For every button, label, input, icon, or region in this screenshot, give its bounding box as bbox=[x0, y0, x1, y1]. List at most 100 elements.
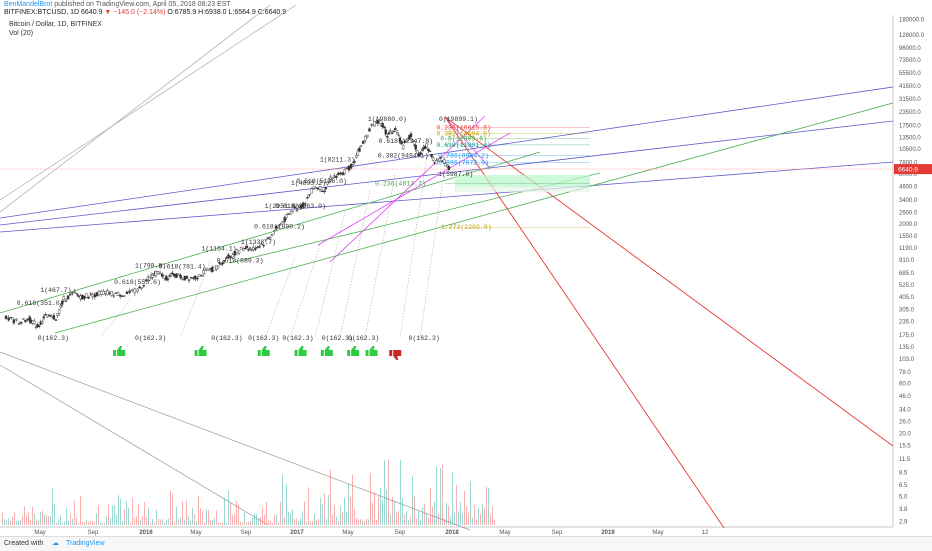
candle bbox=[330, 177, 334, 179]
fib-label: 0.382(9494.1) bbox=[378, 153, 429, 160]
candle bbox=[218, 262, 221, 264]
volume-bar bbox=[408, 520, 409, 525]
y-tick-label: 910.0 bbox=[899, 258, 915, 264]
y-tick-label: 525.0 bbox=[899, 283, 915, 289]
y-tick-label: 13500.0 bbox=[899, 135, 921, 141]
volume-bar bbox=[250, 521, 251, 525]
candle bbox=[329, 176, 332, 182]
volume-bar bbox=[146, 517, 147, 525]
candle bbox=[310, 188, 313, 194]
volume-bar bbox=[348, 483, 349, 525]
volume-bar bbox=[448, 505, 449, 525]
fib-label: 1(798.8) bbox=[135, 262, 166, 269]
volume-bar bbox=[68, 520, 69, 525]
candle bbox=[382, 126, 386, 128]
candle bbox=[252, 246, 255, 250]
volume-bar bbox=[336, 516, 337, 525]
gray-channel-line bbox=[0, 4, 297, 201]
green-trend-line bbox=[54, 102, 894, 334]
volume-bar bbox=[274, 513, 275, 525]
candle bbox=[71, 292, 74, 294]
volume-bar bbox=[96, 513, 97, 525]
candle bbox=[4, 315, 8, 319]
volume-bar bbox=[162, 519, 163, 525]
volume-bar bbox=[88, 522, 89, 525]
candle bbox=[442, 159, 446, 164]
created-with-text: Created with bbox=[4, 540, 44, 547]
tradingview-brand[interactable]: TradingView bbox=[66, 540, 105, 547]
y-tick-label: 26.0 bbox=[899, 420, 911, 426]
y-tick-label: 128000.0 bbox=[899, 33, 925, 39]
fib-label: 0.618(12347.8) bbox=[378, 138, 433, 145]
volume-bar bbox=[442, 464, 443, 525]
volume-bar bbox=[112, 505, 113, 525]
candle bbox=[125, 291, 129, 294]
volume-bar bbox=[314, 513, 315, 525]
volume-bar bbox=[328, 494, 329, 525]
candle bbox=[430, 153, 433, 157]
candle bbox=[213, 266, 216, 271]
volume-bar bbox=[354, 509, 355, 525]
candle bbox=[189, 277, 193, 279]
fib-label: 0.618(11301.4) bbox=[436, 142, 491, 149]
x-tick-label: Sep bbox=[395, 530, 406, 536]
candle bbox=[368, 128, 371, 132]
volume-bar bbox=[366, 518, 367, 525]
candle bbox=[250, 249, 253, 251]
price-chart[interactable]: 180000.0 128000.0 96000.0 73500.0 55500.0 415… bbox=[0, 0, 932, 536]
volume-bar bbox=[76, 517, 77, 525]
volume-bar bbox=[74, 500, 75, 525]
volume-bar bbox=[214, 518, 215, 525]
volume-bar bbox=[372, 502, 373, 525]
x-tick-label: 2017 bbox=[290, 530, 304, 536]
volume-bar bbox=[460, 502, 461, 525]
gray-descending-line bbox=[0, 364, 269, 526]
volume-bar bbox=[140, 520, 141, 525]
candle bbox=[227, 254, 230, 259]
candle bbox=[41, 321, 44, 324]
candle bbox=[401, 144, 405, 149]
y-tick-label: 305.0 bbox=[899, 308, 915, 314]
volume-bar bbox=[6, 520, 7, 525]
blue-trend-line bbox=[0, 120, 894, 226]
candle bbox=[102, 290, 105, 295]
candle bbox=[343, 169, 346, 174]
candle bbox=[85, 293, 88, 298]
candle bbox=[295, 209, 299, 212]
volume-bar bbox=[398, 510, 399, 525]
volume-bar bbox=[116, 514, 117, 525]
fib-label: 0.618(555.6) bbox=[114, 279, 161, 286]
candle bbox=[353, 161, 356, 163]
candle bbox=[318, 186, 322, 190]
candle bbox=[128, 290, 131, 293]
fib-dotted-line bbox=[339, 189, 371, 338]
candle bbox=[140, 287, 143, 289]
volume-bar bbox=[132, 497, 133, 525]
x-tick-label: 2016 bbox=[139, 530, 153, 536]
volume-bar bbox=[272, 522, 273, 525]
x-tick-label: May bbox=[34, 530, 45, 536]
candle bbox=[104, 290, 107, 294]
y-tick-label: 17500.0 bbox=[899, 124, 921, 130]
volume-bar bbox=[10, 520, 11, 525]
volume-bar bbox=[22, 515, 23, 525]
candle bbox=[248, 247, 252, 249]
candle bbox=[206, 268, 210, 271]
author-link[interactable]: BenMandelBrot bbox=[4, 1, 53, 8]
volume-bar bbox=[66, 507, 67, 525]
candle bbox=[154, 271, 158, 276]
candle bbox=[17, 323, 21, 325]
volume-bar bbox=[204, 522, 205, 525]
fib-label: 0(162.3) bbox=[211, 335, 242, 342]
volume-bar bbox=[98, 505, 99, 525]
tradingview-logo-icon[interactable]: ☁ bbox=[52, 540, 59, 547]
volume-bar bbox=[138, 503, 139, 525]
candle bbox=[138, 286, 141, 289]
candle bbox=[148, 277, 151, 281]
candle bbox=[168, 275, 171, 277]
fib-label: 0(19899.1) bbox=[439, 116, 478, 123]
y-tick-label: 8.5 bbox=[899, 471, 908, 477]
volume-bar bbox=[86, 520, 87, 525]
volume-bar bbox=[62, 522, 63, 525]
candle bbox=[221, 262, 224, 265]
